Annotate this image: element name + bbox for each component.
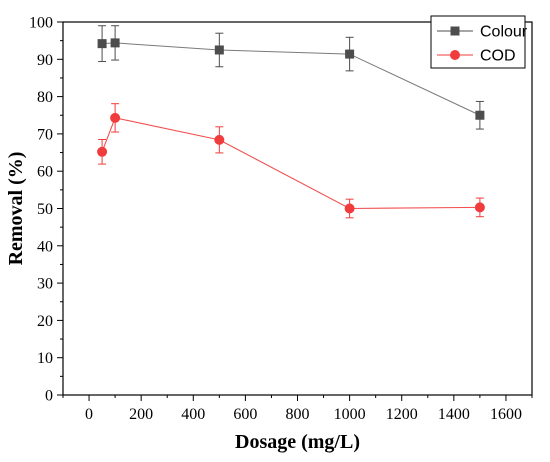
x-tick-label: 200 [129, 406, 153, 423]
data-point [97, 146, 108, 157]
legend-marker [450, 50, 460, 60]
data-point [474, 202, 485, 213]
y-tick-label: 50 [37, 201, 53, 218]
series-cod [97, 103, 485, 219]
y-tick-label: 100 [29, 15, 53, 32]
y-tick-label: 40 [37, 238, 53, 255]
y-tick-label: 0 [45, 388, 53, 405]
y-tick-label: 80 [37, 89, 53, 106]
plot-border [62, 21, 533, 396]
data-point [110, 38, 120, 48]
x-tick-label: 1200 [386, 406, 418, 423]
x-axis-title: Dosage (mg/L) [235, 431, 360, 453]
x-tick-label: 400 [181, 406, 205, 423]
series-colour [97, 25, 485, 130]
x-tick-label: 0 [85, 406, 93, 423]
x-tick-label: 600 [233, 406, 257, 423]
legend-label: Colour [480, 24, 528, 41]
y-tick-label: 60 [37, 164, 53, 181]
series-line [102, 42, 481, 116]
y-axis-ticks: 0 10 20 30 40 50 60 70 80 90 100 [29, 15, 63, 405]
legend-box [430, 15, 526, 69]
y-tick-label: 30 [37, 276, 53, 293]
series-layer [97, 25, 485, 219]
y-tick-label: 20 [37, 313, 53, 330]
x-tick-label: 800 [286, 406, 310, 423]
legend-item-colour: Colour [437, 24, 528, 41]
legend-marker [450, 26, 460, 36]
x-tick-label: 1600 [490, 406, 522, 423]
data-point [214, 45, 224, 55]
series-line [101, 117, 480, 210]
legend-item-cod: COD [437, 48, 516, 65]
x-tick-label: 1400 [438, 406, 470, 423]
y-tick-label: 70 [37, 126, 53, 143]
legend-label: COD [480, 48, 516, 65]
plot-frame [62, 21, 533, 396]
x-axis-ticks: 0 200 400 600 800 1000 1200 1400 1600 [62, 395, 533, 423]
data-point [214, 134, 225, 145]
data-point [344, 203, 355, 214]
data-point [97, 39, 107, 49]
legend: Colour COD [430, 15, 528, 69]
x-tick-label: 1000 [334, 406, 366, 423]
y-tick-label: 90 [37, 52, 53, 69]
y-tick-label: 10 [37, 350, 53, 367]
data-point [475, 110, 485, 120]
data-point [345, 49, 355, 59]
data-point [110, 112, 121, 123]
y-axis-title: Removal (%) [5, 152, 27, 266]
